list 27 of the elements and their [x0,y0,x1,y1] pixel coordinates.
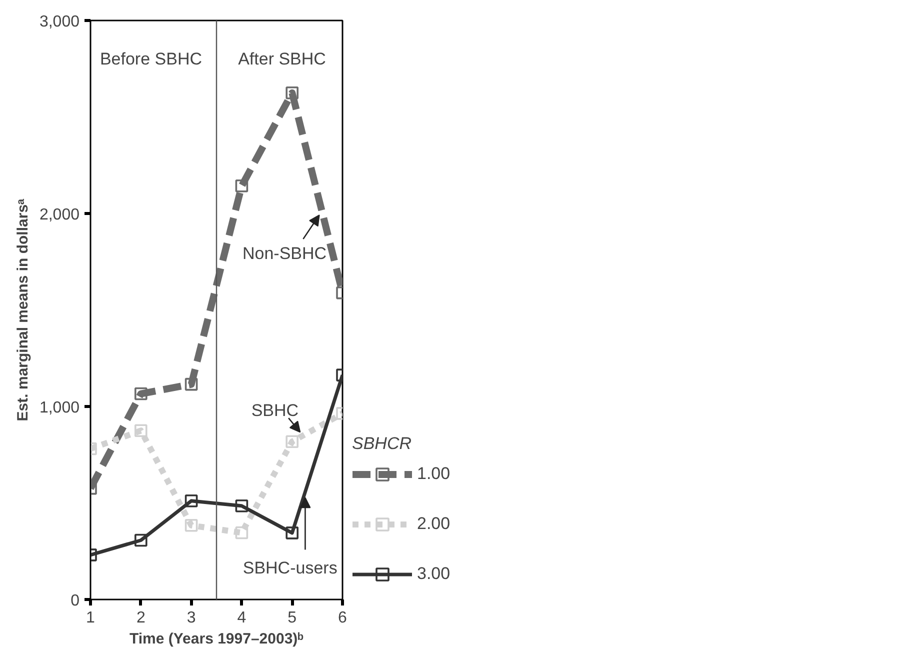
point [235,526,248,540]
y-tick-label: 0 [70,592,80,610]
annotation: Before SBHC [100,50,202,69]
x-axis-title: Time (Years 1997–2003)ᵇ [129,630,304,648]
point [235,499,248,512]
y-tick-label: 2,000 [39,206,80,224]
annotation: After SBHC [238,50,326,69]
x-tick-label: 4 [237,610,246,626]
x-tick-label: 2 [136,610,146,626]
annotation: SBHC-users [242,558,338,578]
point [235,180,248,192]
legend-label: 3.00 [417,564,450,584]
annotation: SBHC [251,400,299,420]
x-tick-label: 3 [186,610,196,626]
x-tick-label: 1 [86,610,96,626]
annotation: Non-SBHC [242,244,327,264]
y-tick-label: 3,000 [39,14,80,30]
y-axis-title: Est. marginal means in dollarsᵃ [14,198,32,422]
y-tick-label: 1,000 [39,400,80,416]
point [184,494,198,508]
x-tick-label: 6 [338,610,348,626]
legend-label: 1.00 [417,464,450,484]
point [184,378,198,391]
legend-title: SBHCR [352,434,413,454]
x-tick-label: 5 [288,610,297,626]
legend-label: 2.00 [417,514,450,534]
point [184,518,198,532]
